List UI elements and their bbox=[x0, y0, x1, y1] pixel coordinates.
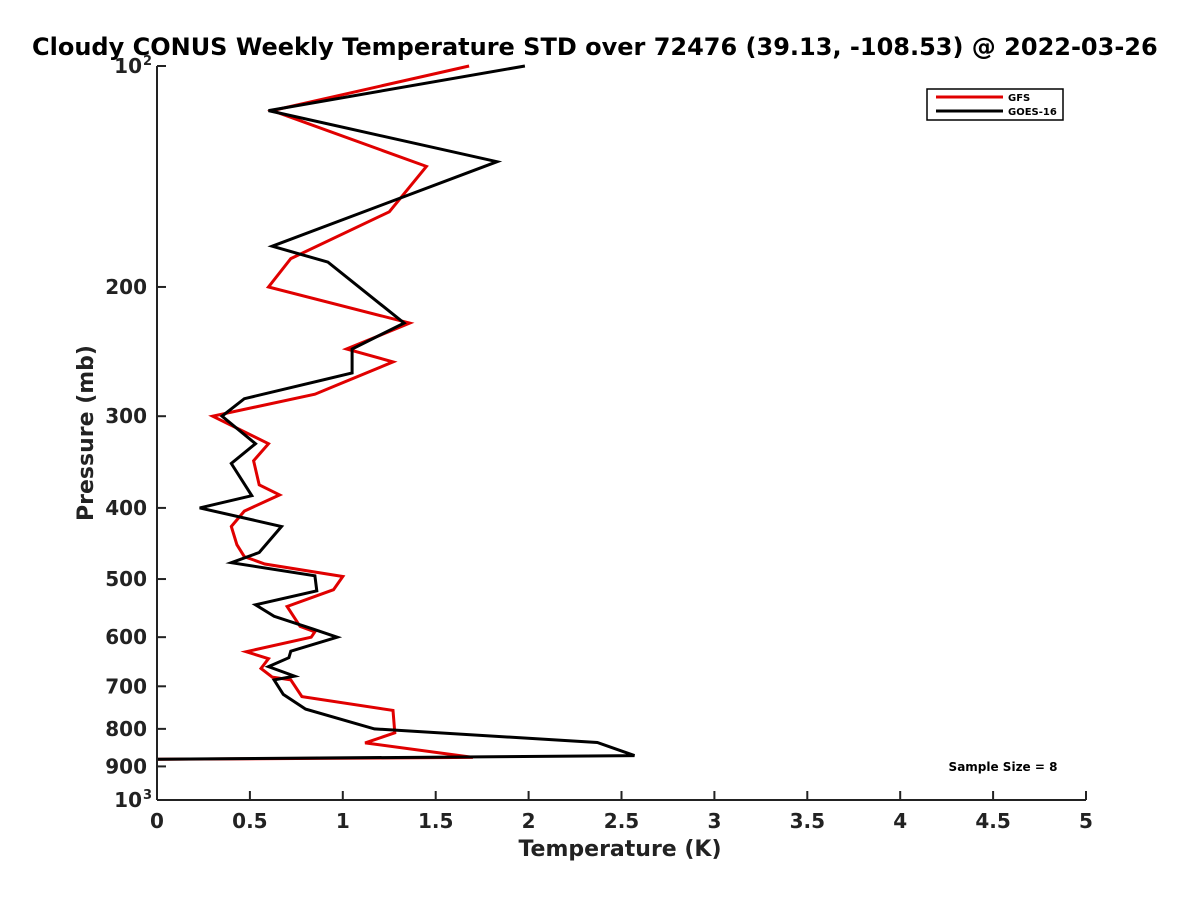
x-tick-label: 3 bbox=[707, 809, 721, 833]
x-tick-label: 1 bbox=[336, 809, 350, 833]
legend: GFS GOES-16 bbox=[926, 88, 1064, 121]
y-tick-exponent: 3 bbox=[143, 788, 152, 803]
legend-box bbox=[926, 88, 1064, 121]
y-axis-label: Pressure (mb) bbox=[74, 345, 99, 521]
y-tick-label: 900 bbox=[105, 754, 147, 778]
x-tick-label: 2 bbox=[522, 809, 536, 833]
x-tick-label: 5 bbox=[1079, 809, 1093, 833]
series-layer bbox=[156, 64, 635, 761]
x-tick-label: 4 bbox=[893, 809, 907, 833]
axes-layer: 0 0.5 1 1.5 2 2.5 3 3.5 4 4.5 510 22003004005006007… bbox=[105, 54, 1093, 833]
x-tick-label: 2.5 bbox=[604, 809, 639, 833]
y-tick-label: 800 bbox=[105, 717, 147, 741]
x-tick-label: 1.5 bbox=[418, 809, 453, 833]
y-tick-exponent: 2 bbox=[143, 54, 152, 69]
y-tick-label: 600 bbox=[105, 625, 147, 649]
x-tick-label: 4.5 bbox=[975, 809, 1010, 833]
x-tick-label: 0.5 bbox=[232, 809, 267, 833]
y-tick-label: 10 bbox=[114, 788, 142, 812]
chart-title: Cloudy CONUS Weekly Temperature STD over… bbox=[32, 33, 1158, 61]
x-tick-label: 0 bbox=[150, 809, 164, 833]
y-tick-label: 200 bbox=[105, 275, 147, 299]
x-axis-label: Temperature (K) bbox=[518, 837, 721, 862]
y-tick-label: 500 bbox=[105, 567, 147, 591]
y-tick-label: 700 bbox=[105, 674, 147, 698]
sample-size-annotation: Sample Size = 8 bbox=[949, 760, 1058, 774]
x-tick-label: 3.5 bbox=[790, 809, 825, 833]
series-line-goes-16 bbox=[156, 64, 635, 761]
legend-label: GOES-16 bbox=[1008, 107, 1057, 118]
y-tick-label: 400 bbox=[105, 496, 147, 520]
legend-label: GFS bbox=[1008, 93, 1030, 104]
y-tick-label: 10 bbox=[114, 54, 142, 78]
y-tick-label: 300 bbox=[105, 404, 147, 428]
